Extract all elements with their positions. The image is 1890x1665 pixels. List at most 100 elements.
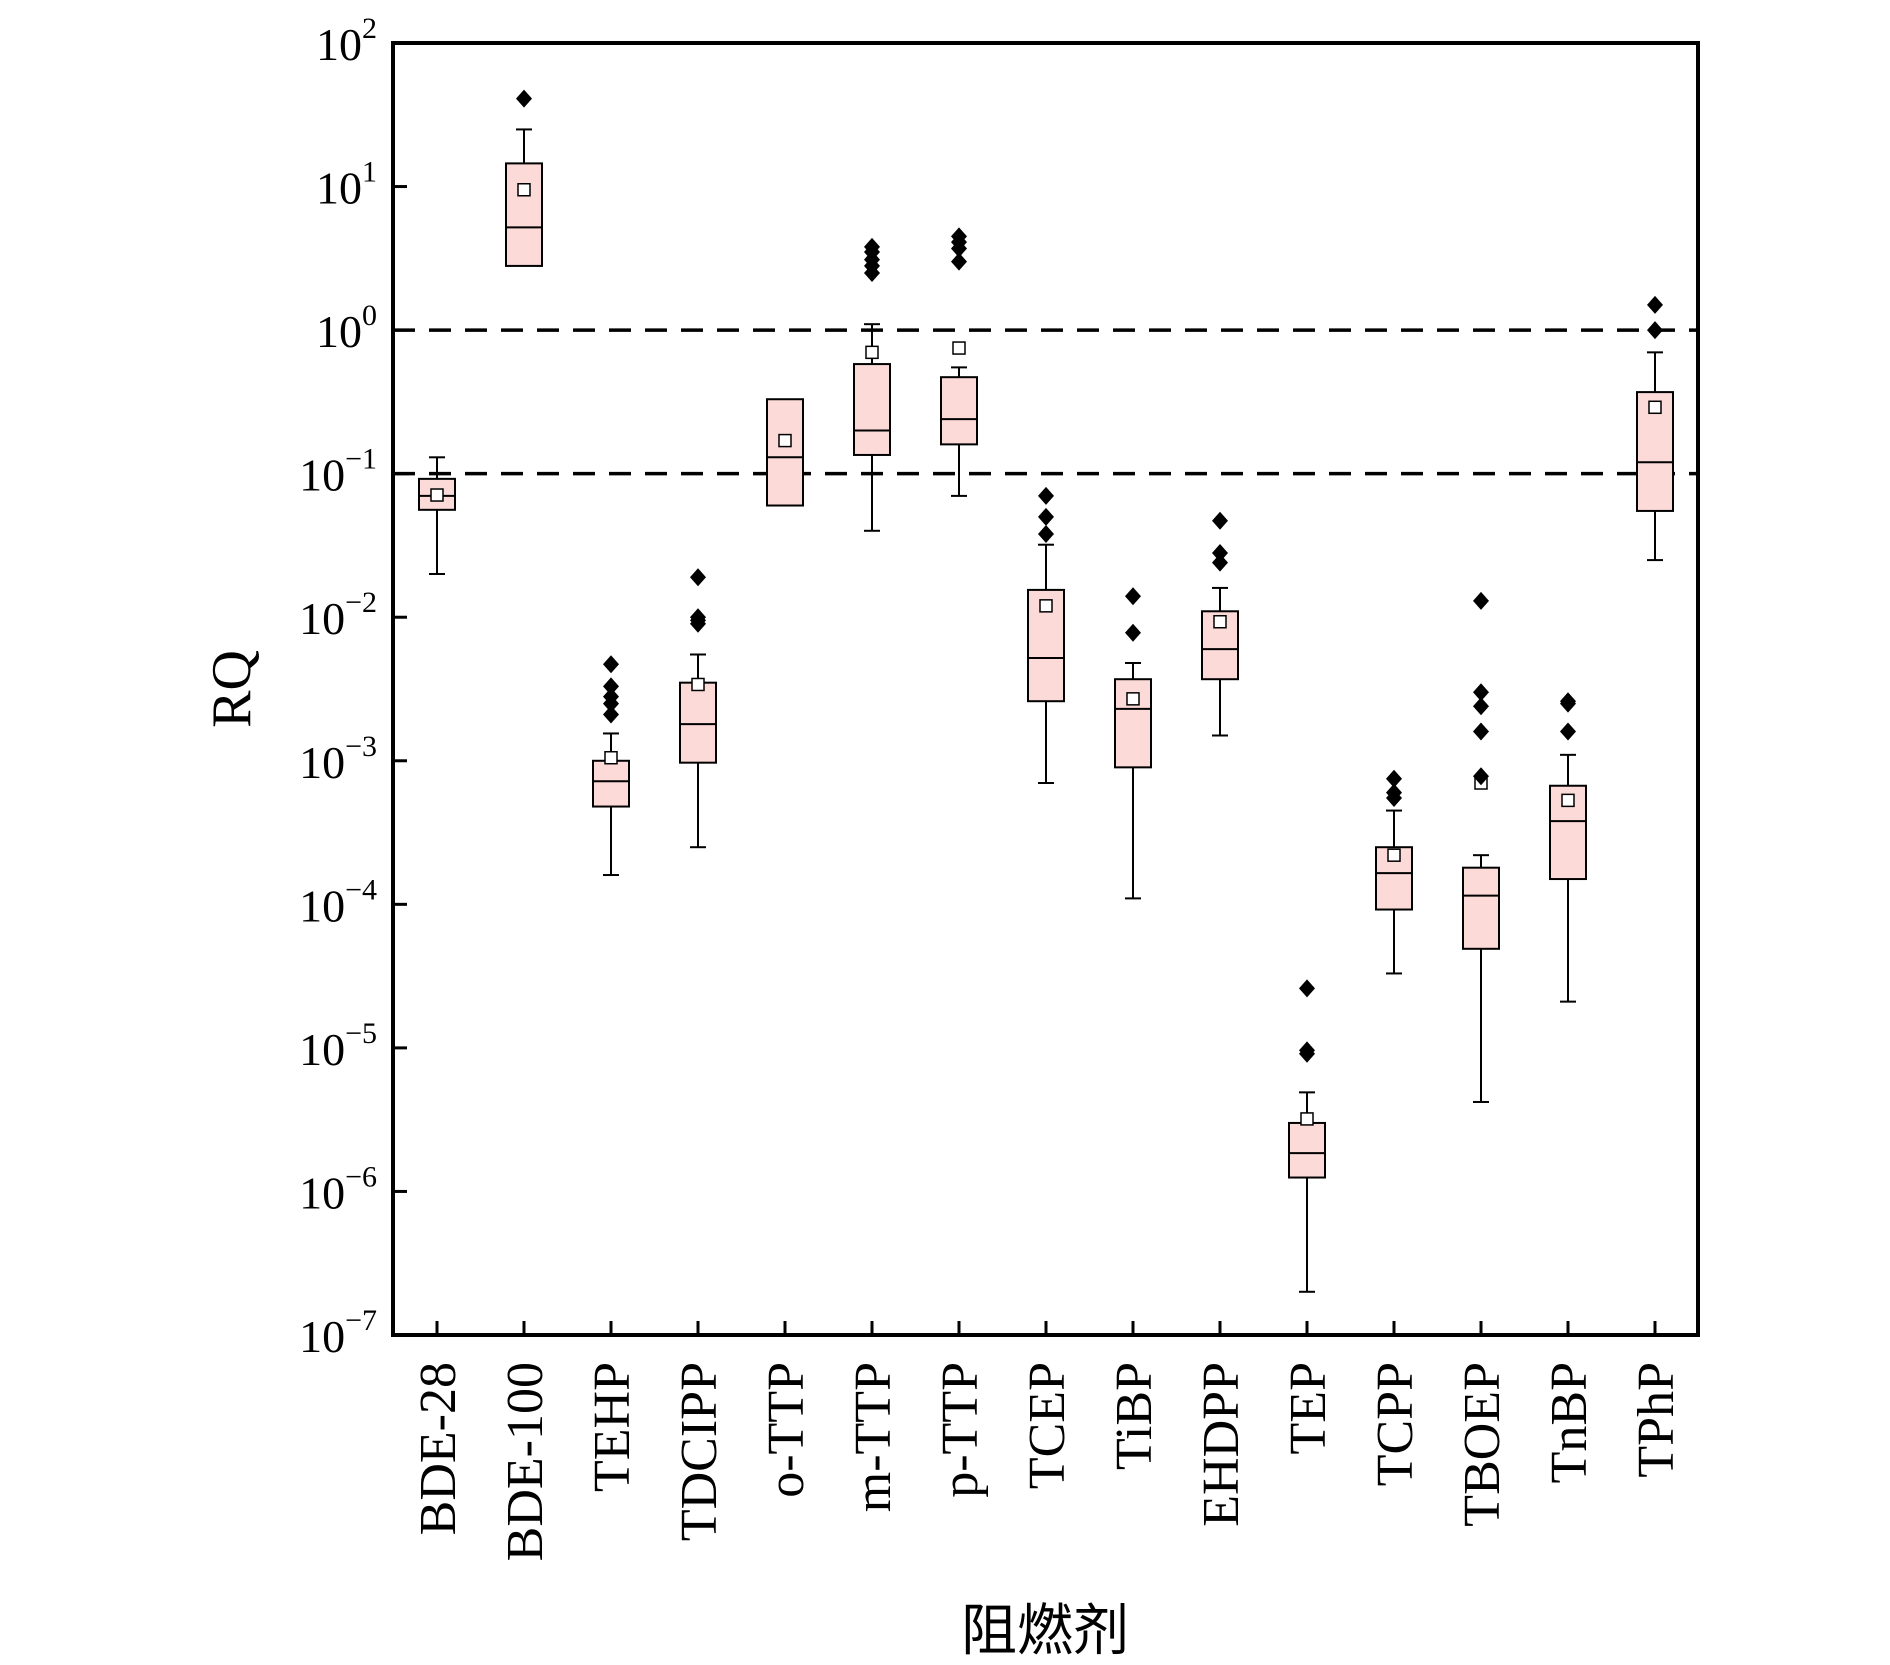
box-group bbox=[1462, 591, 1500, 1103]
outlier-point bbox=[1386, 783, 1402, 802]
box-group bbox=[1375, 769, 1413, 975]
mean-marker bbox=[1387, 848, 1401, 862]
box-group bbox=[592, 655, 630, 877]
y-tick-label: 10−4 bbox=[299, 873, 377, 931]
mean-marker bbox=[952, 341, 966, 355]
mean-marker bbox=[1300, 1112, 1314, 1126]
reference-lines bbox=[393, 328, 1698, 476]
box-iqr bbox=[766, 398, 804, 507]
box-group bbox=[1288, 979, 1326, 1293]
outlier-point bbox=[1212, 511, 1228, 530]
box-iqr bbox=[853, 363, 891, 456]
outlier-point bbox=[690, 608, 706, 627]
outlier-point bbox=[864, 237, 880, 256]
outlier-point bbox=[1125, 623, 1141, 642]
x-category-label: TCEP bbox=[1019, 1362, 1076, 1489]
y-tick-label: 10−5 bbox=[299, 1017, 377, 1075]
outlier-point bbox=[1560, 692, 1576, 711]
outlier-point bbox=[1386, 769, 1402, 788]
mean-marker bbox=[1039, 599, 1053, 613]
outlier-point bbox=[1647, 321, 1663, 340]
box-iqr bbox=[679, 681, 717, 764]
outlier-point bbox=[1299, 1041, 1315, 1060]
plot-frame bbox=[391, 41, 1700, 1337]
y-tick-label: 10−7 bbox=[299, 1304, 377, 1362]
outlier-point bbox=[1212, 544, 1228, 563]
x-axis-title: 阻燃剂 bbox=[961, 1601, 1129, 1663]
y-tick-label: 10−2 bbox=[299, 586, 377, 644]
x-category-label: BDE-100 bbox=[497, 1362, 554, 1561]
x-category-label: TDCIPP bbox=[671, 1362, 728, 1541]
outlier-point bbox=[1125, 587, 1141, 606]
x-category-label: BDE-28 bbox=[410, 1362, 467, 1535]
outlier-point bbox=[1038, 486, 1054, 505]
y-axis-ticks: 10−7 10−6 10−5 10−4 10−3 10−2 10−1 100 101 102 bbox=[299, 12, 407, 1362]
x-category-label: o-TTP bbox=[758, 1362, 815, 1498]
x-category-label: TCPP bbox=[1367, 1362, 1424, 1486]
box-group bbox=[853, 237, 891, 532]
y-tick-label: 100 bbox=[316, 299, 377, 357]
mean-marker bbox=[778, 433, 792, 448]
mean-marker bbox=[430, 488, 444, 502]
outlier-point bbox=[951, 227, 967, 246]
box-group bbox=[505, 89, 543, 267]
box-iqr bbox=[505, 162, 543, 267]
outlier-point bbox=[603, 705, 619, 724]
outlier-point bbox=[1473, 591, 1489, 610]
box-group bbox=[1027, 486, 1065, 785]
box-group bbox=[1549, 692, 1587, 1003]
box-group bbox=[1114, 587, 1152, 900]
outlier-point bbox=[1473, 697, 1489, 716]
outlier-point bbox=[603, 655, 619, 674]
mean-marker bbox=[517, 183, 531, 197]
outlier-point bbox=[1560, 722, 1576, 741]
outlier-point bbox=[603, 687, 619, 706]
outlier-point bbox=[951, 252, 967, 271]
outlier-point bbox=[1473, 722, 1489, 741]
box-iqr bbox=[1549, 784, 1587, 881]
outlier-point bbox=[516, 89, 532, 108]
mean-marker bbox=[1126, 692, 1140, 706]
box-iqr bbox=[940, 376, 978, 446]
outlier-point bbox=[1299, 979, 1315, 998]
box-iqr bbox=[1462, 866, 1500, 950]
x-category-label: TPhP bbox=[1628, 1362, 1685, 1478]
box-group bbox=[1636, 295, 1674, 562]
outlier-point bbox=[1038, 507, 1054, 526]
box-group bbox=[940, 227, 978, 497]
mean-marker bbox=[604, 750, 618, 765]
boxes bbox=[418, 89, 1674, 1293]
box-group bbox=[679, 568, 717, 849]
y-tick-label: 10−1 bbox=[299, 443, 377, 501]
y-tick-label: 101 bbox=[316, 156, 377, 214]
outlier-point bbox=[1473, 767, 1489, 786]
x-category-label: p-TTP bbox=[932, 1362, 989, 1498]
box-iqr bbox=[592, 759, 630, 808]
y-axis-title: RQ bbox=[201, 650, 263, 728]
mean-marker bbox=[865, 345, 879, 360]
outlier-point bbox=[1647, 295, 1663, 314]
x-category-label: TEHP bbox=[584, 1362, 641, 1492]
outlier-point bbox=[1212, 553, 1228, 572]
x-category-label: m-TTP bbox=[845, 1362, 902, 1512]
box-group bbox=[766, 398, 804, 507]
x-category-label: EHDPP bbox=[1193, 1362, 1250, 1527]
mean-marker bbox=[1648, 400, 1662, 415]
x-axis-categories: BDE-28 BDE-100 TEHP TDCIPP o-TTP m-TTP p-TTP TC… bbox=[410, 1321, 1685, 1561]
box-group bbox=[1201, 511, 1239, 737]
outlier-point bbox=[1038, 524, 1054, 543]
mean-marker bbox=[1561, 793, 1575, 808]
outlier-point bbox=[603, 677, 619, 696]
mean-marker bbox=[1213, 614, 1227, 629]
mean-marker bbox=[691, 677, 705, 692]
outlier-point bbox=[690, 568, 706, 587]
y-tick-label: 10−6 bbox=[299, 1160, 377, 1218]
x-category-label: TEP bbox=[1280, 1362, 1337, 1454]
x-category-label: TiBP bbox=[1106, 1362, 1163, 1470]
box-iqr bbox=[1288, 1121, 1326, 1179]
x-category-label: TBOEP bbox=[1454, 1362, 1511, 1527]
y-tick-label: 102 bbox=[316, 12, 377, 70]
y-tick-label: 10−3 bbox=[299, 730, 377, 788]
x-category-label: TnBP bbox=[1541, 1362, 1598, 1483]
